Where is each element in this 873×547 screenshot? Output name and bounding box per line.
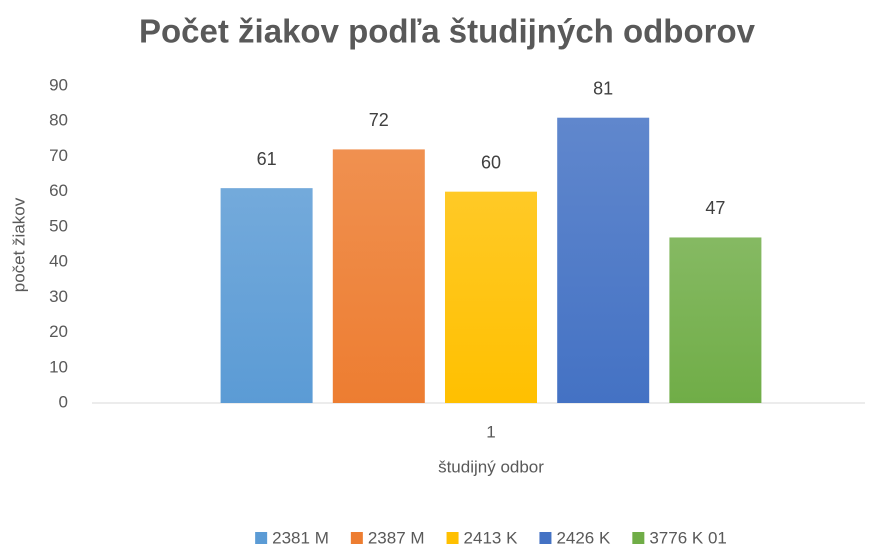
y-tick-label: 80 (49, 111, 68, 130)
y-tick-label: 40 (49, 252, 68, 271)
data-label: 60 (481, 152, 501, 172)
legend-swatch (350, 532, 363, 544)
data-label: 47 (705, 198, 725, 218)
legend-item: 2426 K (539, 528, 611, 547)
data-label: 72 (369, 110, 389, 130)
legend-swatch (632, 532, 645, 544)
y-tick-label: 10 (49, 357, 68, 376)
legend-swatch (446, 532, 459, 544)
chart-title: Počet žiakov podľa študijných odborov (139, 13, 756, 50)
legend-swatch (539, 532, 552, 544)
y-tick-label: 60 (49, 181, 68, 200)
legend-label: 3776 K 01 (649, 528, 727, 547)
legend-label: 2413 K (464, 528, 519, 547)
y-tick-label: 20 (49, 322, 68, 341)
legend-item: 2381 M (255, 528, 329, 547)
data-label: 61 (257, 149, 277, 169)
bar (444, 191, 538, 403)
legend-item: 2387 M (350, 528, 425, 547)
bar (557, 117, 650, 403)
legend-item: 2413 K (446, 528, 519, 547)
y-axis-title: počet žiakov (9, 197, 28, 292)
y-tick-label: 90 (49, 75, 68, 94)
y-tick-label: 30 (49, 287, 68, 306)
y-tick-label: 50 (49, 216, 68, 235)
legend-swatch (255, 532, 268, 544)
legend-label: 2426 K (556, 528, 611, 547)
y-tick-label: 0 (59, 392, 68, 411)
data-label: 81 (593, 78, 613, 98)
legend-label: 2381 M (272, 528, 329, 547)
legend-item: 3776 K 01 (632, 528, 727, 547)
x-axis-title: študijný odbor (438, 457, 544, 476)
x-tick-label: 1 (486, 422, 495, 441)
y-tick-label: 70 (49, 146, 68, 165)
bar (220, 188, 313, 403)
bar (332, 149, 425, 403)
legend-label: 2387 M (368, 528, 425, 547)
bar (669, 237, 762, 403)
